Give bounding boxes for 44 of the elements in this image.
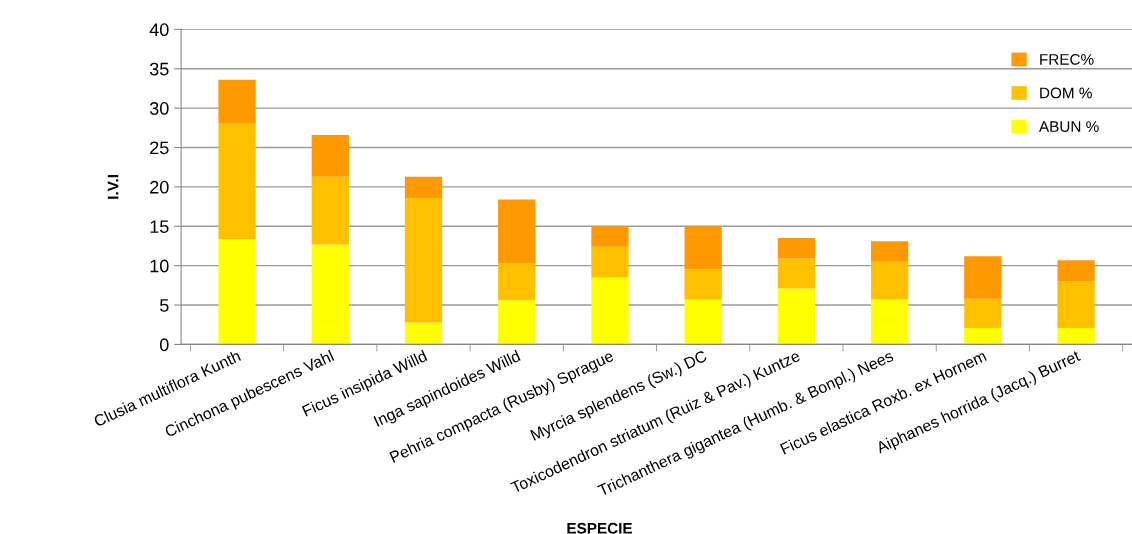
x-axis-title: ESPECIE xyxy=(567,522,633,534)
y-tick-label: 35 xyxy=(149,62,169,76)
legend-label: FREC% xyxy=(1040,53,1094,65)
legend-label: ABUN % xyxy=(1038,121,1099,132)
bar xyxy=(404,176,443,198)
bar xyxy=(777,258,816,289)
bar xyxy=(1057,281,1095,328)
bar xyxy=(218,79,256,124)
y-tick-label: 20 xyxy=(150,180,169,194)
y-tick-label: 10 xyxy=(150,259,169,273)
bar xyxy=(870,241,909,262)
bar xyxy=(870,299,909,345)
bar xyxy=(1057,260,1095,282)
y-tick-label: 5 xyxy=(160,299,169,312)
bar xyxy=(498,263,536,301)
bar xyxy=(591,246,629,278)
bar xyxy=(1057,327,1095,345)
y-tick-label: 30 xyxy=(149,102,169,115)
bar xyxy=(964,298,1002,328)
bar xyxy=(964,256,1002,299)
bar xyxy=(591,226,629,247)
bar xyxy=(498,199,536,264)
y-tick-label: 40 xyxy=(149,23,169,37)
bar xyxy=(311,134,349,177)
bar xyxy=(684,269,722,300)
y-tick-label: 15 xyxy=(150,220,169,233)
bar xyxy=(404,197,443,323)
bar xyxy=(311,176,349,245)
y-tick-label: 25 xyxy=(150,141,169,155)
bar xyxy=(964,327,1002,345)
y-axis-title: I.V.I xyxy=(107,175,119,199)
y-tick-label: 0 xyxy=(159,338,169,352)
bar xyxy=(498,300,536,345)
bar xyxy=(777,238,816,259)
bar xyxy=(404,322,443,345)
bar xyxy=(684,226,722,270)
bar xyxy=(684,299,722,345)
bar xyxy=(218,123,256,239)
bar xyxy=(591,277,629,345)
bar xyxy=(870,261,909,300)
bar xyxy=(218,238,256,345)
bar xyxy=(777,288,816,345)
legend-label: DOM % xyxy=(1040,87,1092,99)
bar xyxy=(311,244,349,345)
